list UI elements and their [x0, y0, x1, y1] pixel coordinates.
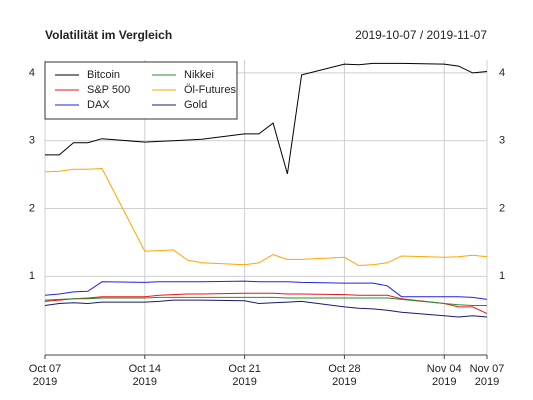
legend-label: Nikkei [184, 69, 214, 81]
y-tick-label: 2 [29, 202, 35, 214]
y-tick-label: 3 [29, 135, 35, 147]
y-tick-label-right: 4 [499, 67, 505, 79]
series-line [45, 62, 488, 175]
series-line [44, 280, 488, 300]
series-line [44, 292, 488, 315]
x-tick-label: Nov 07 2019 [470, 363, 505, 388]
y-tick-label: 4 [29, 67, 35, 79]
x-tick-label: Oct 07 2019 [29, 363, 61, 388]
x-tick-label: Nov 04 2019 [427, 363, 462, 388]
legend-label: S&P 500 [87, 84, 130, 96]
series-line [44, 299, 488, 318]
legend-label: Bitcoin [87, 69, 120, 81]
series-line [44, 296, 487, 306]
legend-label: Öl-Futures [184, 84, 236, 96]
y-tick-label-right: 1 [499, 270, 505, 282]
chart-subtitle: 2019-10-07 / 2019-11-07 [355, 28, 487, 42]
y-tick-label: 1 [29, 270, 35, 282]
y-tick-label-right: 2 [499, 202, 505, 214]
y-tick-label-right: 3 [499, 135, 505, 147]
legend-label: DAX [87, 99, 110, 111]
series-line [44, 167, 488, 267]
x-tick-label: Oct 28 2019 [328, 363, 360, 388]
chart-title: Volatilität im Vergleich [45, 28, 172, 42]
x-tick-label: Oct 14 2019 [129, 363, 161, 388]
legend-label: Gold [184, 99, 207, 111]
x-tick-label: Oct 21 2019 [228, 363, 260, 388]
